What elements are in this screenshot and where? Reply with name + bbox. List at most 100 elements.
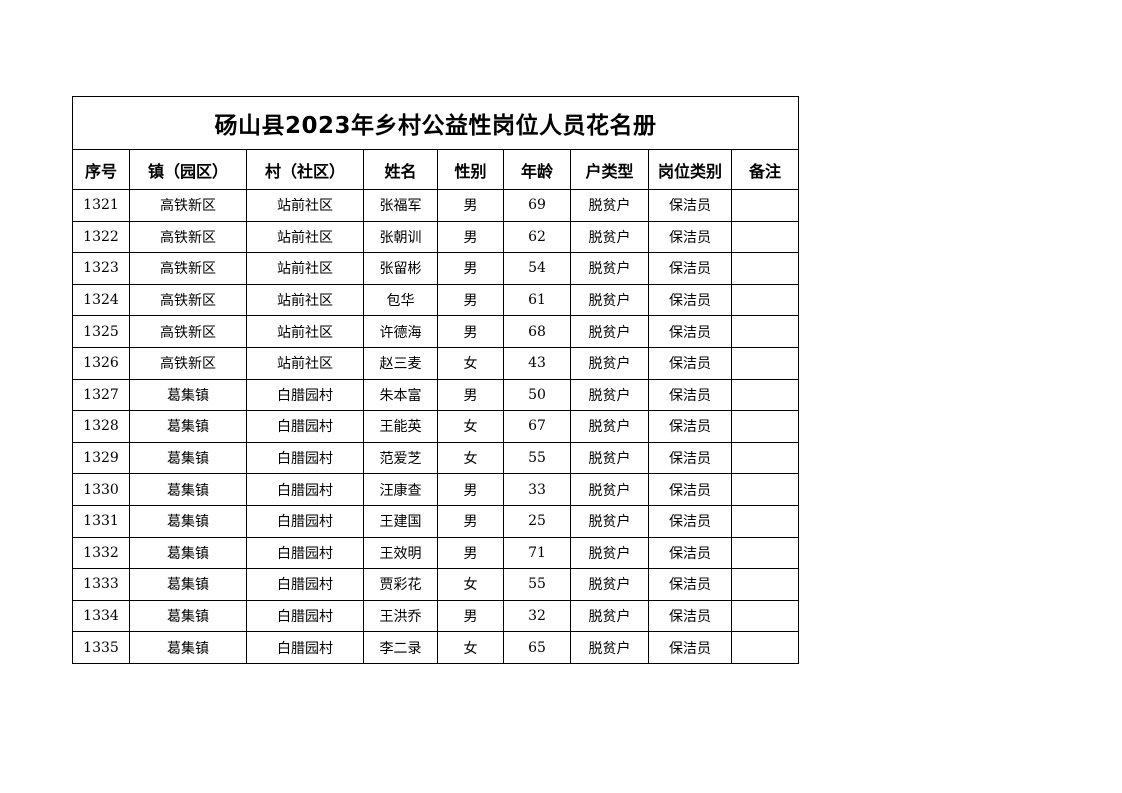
column-header-post-type: 岗位类别 [648, 149, 732, 190]
table-row: 1322 高铁新区 站前社区 张朝训男 62 脱贫户 保洁员 [72, 220, 800, 254]
cell-remarks [730, 410, 800, 443]
cell-remarks [730, 441, 800, 475]
column-header-gender: 性别 [437, 149, 504, 190]
cell-remarks [730, 536, 800, 570]
cell-gender: 女 [437, 568, 504, 601]
cell-gender: 男 [437, 315, 504, 348]
table-row: 1321 高铁新区 站前社区 张福军男 69 脱贫户 保洁员 [72, 189, 800, 222]
cell-seq: 1330 [72, 473, 130, 506]
cell-town: 葛集镇 [129, 504, 247, 538]
cell-gender: 男 [437, 189, 504, 222]
table-row: 1324 高铁新区 站前社区 包华男 61 脱贫户 保洁员 [72, 283, 800, 317]
cell-post-type: 保洁员 [648, 568, 732, 601]
cell-seq: 1323 [72, 252, 130, 285]
cell-village: 站前社区 [246, 189, 364, 222]
column-header-name: 姓名 [363, 149, 438, 190]
cell-household-type: 脱贫户 [570, 346, 649, 380]
cell-gender: 女 [437, 346, 504, 380]
cell-village: 白腊园村 [246, 473, 364, 506]
cell-post-type: 保洁员 [648, 410, 732, 443]
cell-household-type: 脱贫户 [570, 252, 649, 285]
table-body: 1321 高铁新区 站前社区 张福军男 69 脱贫户 保洁员 1322 高铁新区 站前社区 张朝训男… [72, 189, 800, 664]
roster-table: 砀山县2023年乡村公益性岗位人员花名册 序号 镇（园区） 村（社区） 姓名 性别 年龄户… [71, 96, 800, 664]
cell-household-type: 脱贫户 [570, 473, 649, 506]
column-header-village: 村（社区） [246, 149, 364, 190]
cell-age: 68 [503, 315, 571, 348]
cell-name: 包华 [363, 283, 438, 317]
cell-household-type: 脱贫户 [570, 599, 649, 633]
cell-remarks [730, 315, 800, 348]
table-row: 1332 葛集镇 白腊园村 王效明男 71 脱贫户 保洁员 [72, 536, 800, 570]
cell-town: 高铁新区 [129, 189, 247, 222]
cell-post-type: 保洁员 [648, 473, 732, 506]
cell-town: 高铁新区 [129, 220, 247, 254]
cell-seq: 1334 [72, 599, 130, 633]
cell-village: 白腊园村 [246, 378, 364, 412]
cell-seq: 1328 [72, 410, 130, 443]
table-row: 1330 葛集镇 白腊园村 汪康查男 33 脱贫户 保洁员 [72, 473, 800, 506]
cell-remarks [730, 568, 800, 601]
table-row: 1325 高铁新区 站前社区 许德海男 68 脱贫户 保洁员 [72, 315, 800, 348]
cell-age: 32 [503, 599, 571, 633]
cell-age: 55 [503, 441, 571, 475]
cell-post-type: 保洁员 [648, 283, 732, 317]
cell-town: 葛集镇 [129, 568, 247, 601]
cell-seq: 1331 [72, 504, 130, 538]
table-row: 1329 葛集镇 白腊园村 范爱芝女 55 脱贫户 保洁员 [72, 441, 800, 475]
cell-household-type: 脱贫户 [570, 441, 649, 475]
cell-village: 白腊园村 [246, 599, 364, 633]
cell-age: 61 [503, 283, 571, 317]
cell-remarks [730, 473, 800, 506]
cell-household-type: 脱贫户 [570, 220, 649, 254]
cell-town: 高铁新区 [129, 283, 247, 317]
cell-name: 张朝训 [363, 220, 438, 254]
cell-remarks [730, 283, 800, 317]
cell-name: 张福军 [363, 189, 438, 222]
cell-village: 站前社区 [246, 252, 364, 285]
cell-gender: 男 [437, 252, 504, 285]
cell-gender: 男 [437, 536, 504, 570]
cell-village: 白腊园村 [246, 410, 364, 443]
cell-post-type: 保洁员 [648, 315, 732, 348]
cell-gender: 女 [437, 441, 504, 475]
column-header-town: 镇（园区） [129, 149, 247, 190]
cell-town: 葛集镇 [129, 473, 247, 506]
cell-gender: 男 [437, 473, 504, 506]
cell-household-type: 脱贫户 [570, 283, 649, 317]
cell-remarks [730, 220, 800, 254]
table-row: 1334 葛集镇 白腊园村 王洪乔男 32 脱贫户 保洁员 [72, 599, 800, 633]
cell-name: 许德海 [363, 315, 438, 348]
cell-age: 62 [503, 220, 571, 254]
table-row: 1327 葛集镇 白腊园村 朱本富男 50 脱贫户 保洁员 [72, 378, 800, 412]
cell-age: 33 [503, 473, 571, 506]
cell-town: 高铁新区 [129, 346, 247, 380]
cell-post-type: 保洁员 [648, 631, 732, 664]
cell-seq: 1325 [72, 315, 130, 348]
cell-seq: 1327 [72, 378, 130, 412]
cell-post-type: 保洁员 [648, 346, 732, 380]
cell-household-type: 脱贫户 [570, 189, 649, 222]
cell-town: 葛集镇 [129, 631, 247, 664]
cell-village: 白腊园村 [246, 536, 364, 570]
cell-household-type: 脱贫户 [570, 536, 649, 570]
cell-name: 王效明 [363, 536, 438, 570]
cell-remarks [730, 504, 800, 538]
cell-post-type: 保洁员 [648, 220, 732, 254]
cell-village: 白腊园村 [246, 568, 364, 601]
cell-gender: 女 [437, 631, 504, 664]
header-row: 序号 镇（园区） 村（社区） 姓名 性别 年龄 户类型 岗位类别 备注 [72, 149, 800, 190]
table-row: 1323 高铁新区 站前社区 张留彬男 54 脱贫户 保洁员 [72, 252, 800, 285]
cell-village: 白腊园村 [246, 441, 364, 475]
cell-town: 高铁新区 [129, 252, 247, 285]
cell-name: 赵三麦 [363, 346, 438, 380]
cell-household-type: 脱贫户 [570, 410, 649, 443]
cell-gender: 男 [437, 220, 504, 254]
cell-remarks [730, 599, 800, 633]
cell-age: 69 [503, 189, 571, 222]
cell-town: 葛集镇 [129, 378, 247, 412]
cell-gender: 女 [437, 410, 504, 443]
title-row: 砀山县2023年乡村公益性岗位人员花名册 [71, 96, 800, 150]
cell-age: 71 [503, 536, 571, 570]
cell-post-type: 保洁员 [648, 189, 732, 222]
cell-village: 站前社区 [246, 346, 364, 380]
